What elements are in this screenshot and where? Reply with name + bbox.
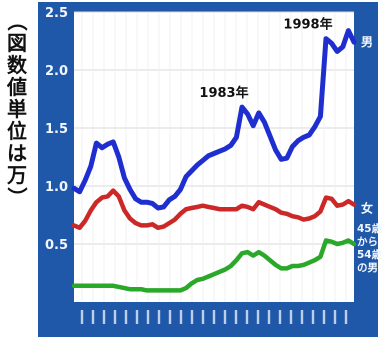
x-tick-mark-22 xyxy=(322,310,326,324)
series-layer xyxy=(71,28,357,293)
y-tick-label-4: 2.5 xyxy=(45,6,68,21)
y-axis-label-char-7: 万 xyxy=(6,163,27,187)
series-label-2-line-0: 45歳 xyxy=(357,222,383,235)
x-tick-mark-7 xyxy=(157,310,161,324)
x-tick-mark-3 xyxy=(113,310,117,324)
series-label-0: 男 xyxy=(361,35,373,49)
series-label-2: 45歳から 54歳の男 xyxy=(357,222,383,274)
grid-layer xyxy=(74,11,354,302)
series-line-1 xyxy=(71,188,357,231)
series-label-1: 女 xyxy=(361,201,373,216)
x-tick-mark-15 xyxy=(245,310,249,324)
x-tick-mark-19 xyxy=(289,310,293,324)
series-label-2-line-1: から xyxy=(357,236,378,248)
y-tick-label-1: 1.0 xyxy=(45,180,68,195)
x-tick-mark-2 xyxy=(102,310,106,324)
x-tick-mark-9 xyxy=(179,310,183,324)
series-label-0-line-0: 男 xyxy=(361,35,373,49)
x-tick-mark-14 xyxy=(234,310,238,324)
y-axis-label-char-6: は xyxy=(7,141,27,165)
y-axis-label-char-1: 図 xyxy=(7,31,27,55)
y-axis-label-char-3: 値 xyxy=(6,75,27,99)
y-axis-label-char-8: ） xyxy=(5,187,29,207)
x-tick-mark-16 xyxy=(256,310,260,324)
y-axis-label-char-0: （ xyxy=(5,11,29,31)
x-tick-mark-6 xyxy=(146,310,150,324)
x-tick-mark-12 xyxy=(212,310,216,324)
x-tick-mark-24 xyxy=(344,310,348,324)
y-axis-label-char-2: 数 xyxy=(7,53,28,77)
x-tick-mark-0 xyxy=(80,310,84,324)
series-label-layer: 男女 45歳から 54歳の男 xyxy=(357,35,383,274)
series-label-2-line-3: の男 xyxy=(357,262,378,274)
series-label-2-line-2: 54歳 xyxy=(357,248,383,261)
series-line-2 xyxy=(71,238,357,293)
x-tick-mark-17 xyxy=(267,310,271,324)
x-tick-mark-23 xyxy=(333,310,337,324)
x-tick-mark-11 xyxy=(201,310,205,324)
annotation-label-0: 1983年 xyxy=(199,85,248,101)
y-tick-label-2: 1.5 xyxy=(45,122,68,137)
x-tick-mark-18 xyxy=(278,310,282,324)
annotation-layer: 1983年 1998年 xyxy=(199,17,332,101)
series-label-1-line-0: 女 xyxy=(361,201,373,216)
x-tick-layer xyxy=(80,310,348,324)
x-tick-mark-4 xyxy=(124,310,128,324)
series-line-0 xyxy=(71,28,357,211)
x-tick-mark-21 xyxy=(311,310,315,324)
x-tick-mark-13 xyxy=(223,310,227,324)
y-axis-label-char-4: 単 xyxy=(7,97,27,121)
x-tick-mark-8 xyxy=(168,310,172,324)
x-tick-mark-1 xyxy=(91,310,95,324)
y-tick-label-0: 0.5 xyxy=(45,238,68,253)
annotation-label-1: 1998年 xyxy=(283,17,332,33)
y-axis-label-char-5: 位 xyxy=(7,119,27,143)
x-tick-mark-5 xyxy=(135,310,139,324)
x-tick-mark-20 xyxy=(300,310,304,324)
y-tick-label-3: 2.0 xyxy=(45,64,68,79)
x-tick-mark-10 xyxy=(190,310,194,324)
y-tick-layer: 0.5 1.0 1.5 2.0 2.5 xyxy=(45,6,68,253)
